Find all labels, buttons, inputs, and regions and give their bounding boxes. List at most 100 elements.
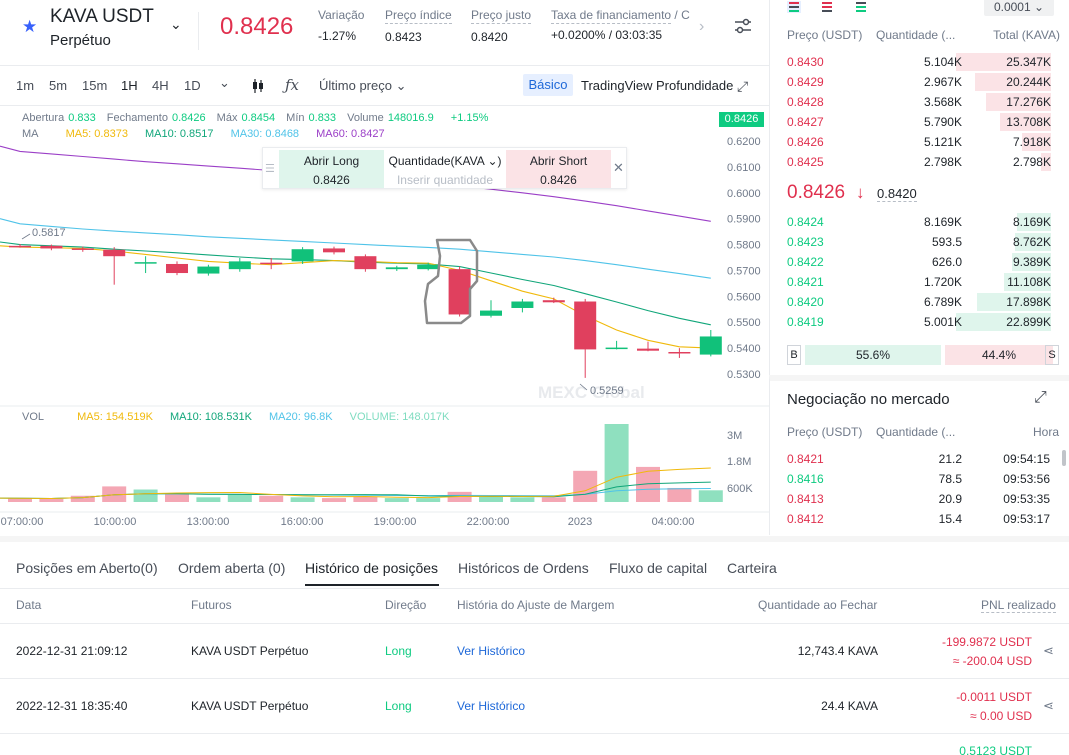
timeframe-1m[interactable]: 1m [16, 78, 35, 93]
col-header-date: Data [16, 598, 42, 612]
col-header-pnl[interactable]: PNL realizado [981, 598, 1056, 613]
candle-body[interactable] [9, 245, 31, 248]
tab-open-positions[interactable]: Posições em Aberto(0) [16, 560, 158, 576]
precision-select[interactable]: 0.0001 ⌄ [984, 0, 1054, 16]
candle-body[interactable] [385, 267, 408, 270]
drag-handle-icon[interactable]: ☰ [265, 163, 275, 175]
candle-body[interactable] [480, 310, 502, 316]
buy-ratio-fill: 55.6% [805, 345, 941, 365]
book-both-icon[interactable] [787, 1, 801, 13]
trade-row: 0.8413 20.9 09:53:35 [770, 489, 1060, 509]
trade-time: 09:53:17 [1003, 512, 1050, 526]
tab-capital-flow[interactable]: Fluxo de capital [609, 560, 708, 576]
ask-row[interactable]: 0.8427 5.790K 13.708K [770, 112, 1060, 132]
share-icon[interactable]: ⋖ [1043, 643, 1054, 658]
view-basic-button[interactable]: Básico [523, 74, 573, 96]
indicators-fx-icon[interactable]: ƒx [285, 76, 300, 94]
timeframe-4h[interactable]: 4H [152, 78, 169, 93]
order-book: 0.0001 ⌄ Preço (USDT) Quantidade (... To… [769, 0, 1069, 375]
open-short-button[interactable]: Abrir Short 0.8426 [506, 150, 611, 188]
candle-body[interactable] [166, 263, 188, 274]
quantity-input[interactable]: Quantidade(KAVA ⌄) Inserir quantidade [386, 150, 504, 188]
price-chart[interactable]: 0.6200 0.6100 0.6000 0.5900 0.5800 0.5700 0.56… [0, 106, 769, 536]
candle-body[interactable] [260, 262, 283, 265]
stat-label[interactable]: Preço justo [471, 8, 532, 24]
view-tradingview-button[interactable]: TradingView [581, 78, 653, 93]
candle-body[interactable] [417, 264, 440, 270]
candle-body[interactable] [511, 301, 534, 308]
ask-row[interactable]: 0.8429 2.967K 20.244K [770, 72, 1060, 92]
stat-label[interactable]: Preço índice [385, 8, 452, 24]
bid-row[interactable]: 0.8421 1.720K 11.108K [770, 272, 1060, 292]
tab-position-history[interactable]: Histórico de posições [305, 560, 439, 576]
candle-body[interactable] [448, 269, 471, 315]
trade-time: 09:53:35 [1003, 492, 1050, 506]
book-bids-icon[interactable] [854, 1, 868, 13]
candle-body[interactable] [605, 347, 628, 350]
bid-row[interactable]: 0.8420 6.789K 17.898K [770, 292, 1060, 312]
star-icon[interactable]: ★ [22, 17, 38, 36]
share-icon[interactable]: ⋖ [1043, 698, 1054, 713]
timeframe-5m[interactable]: 5m [49, 78, 68, 93]
ask-depth-bar [956, 53, 1051, 71]
bid-total: 17.898K [1006, 295, 1051, 309]
timeframe-1d[interactable]: 1D [184, 78, 201, 93]
candle-body[interactable] [354, 256, 377, 270]
bid-depth-bar [1016, 213, 1051, 231]
ohlc-value: 148016.9 [387, 112, 434, 124]
ask-row[interactable]: 0.8426 5.121K 7.918K [770, 132, 1060, 152]
candle-body[interactable] [323, 248, 345, 253]
candlestick-type-icon[interactable] [251, 78, 265, 94]
trades-header-qty: Quantidade (... [876, 425, 956, 439]
contract-type: Perpétuo [50, 32, 111, 49]
chevron-right-icon[interactable]: › [699, 18, 705, 35]
tab-open-orders[interactable]: Ordem aberta (0) [178, 560, 286, 576]
bid-row[interactable]: 0.8419 5.001K 22.899K [770, 312, 1060, 332]
bid-row[interactable]: 0.8423 593.5 8.762K [770, 232, 1060, 252]
fullscreen-expand-icon[interactable]: ⤢ [737, 78, 749, 94]
timeframe-15m[interactable]: 15m [82, 78, 108, 93]
close-icon[interactable]: ✕ [613, 160, 624, 175]
book-asks-icon[interactable] [820, 1, 834, 13]
candle-body[interactable] [574, 301, 597, 350]
external-link-icon[interactable]: ⤢ [1034, 389, 1047, 406]
trades-header-time: Hora [1032, 425, 1059, 439]
quantity-unit-select[interactable]: Quantidade(KAVA ⌄) [388, 154, 502, 168]
timeframe-more-chevron-icon[interactable]: ⌄ [219, 75, 230, 90]
candle-body[interactable] [71, 248, 94, 250]
candle-body[interactable] [542, 300, 565, 303]
price-type-select[interactable]: Último preço ⌄ [319, 78, 407, 93]
candle-body[interactable] [291, 249, 314, 262]
candle-body[interactable] [134, 262, 157, 264]
candle-body[interactable] [228, 261, 251, 270]
candle-body[interactable] [40, 245, 63, 249]
view-history-link[interactable]: Ver Histórico [457, 699, 526, 713]
bid-row[interactable]: 0.8424 8.169K 8.169K [770, 212, 1060, 232]
candle-body[interactable] [699, 336, 722, 355]
x-tick-label: 19:00:00 [374, 516, 417, 528]
tab-wallet[interactable]: Carteira [727, 560, 777, 576]
ob-header-qty: Quantidade (... [876, 28, 956, 42]
view-history-link[interactable]: Ver Histórico [457, 644, 526, 658]
ask-row[interactable]: 0.8430 5.104K 25.347K [770, 52, 1060, 72]
ask-row[interactable]: 0.8428 3.568K 17.276K [770, 92, 1060, 112]
chart-canvas[interactable]: 0.6200 0.6100 0.6000 0.5900 0.5800 0.5700 0.56… [0, 106, 769, 536]
scrollbar-thumb[interactable] [1062, 450, 1066, 466]
x-tick-label: 13:00:00 [187, 516, 230, 528]
candle-body[interactable] [668, 351, 691, 354]
stat-label[interactable]: Taxa de financiamento [551, 8, 672, 24]
chevron-down-icon[interactable]: ⌄ [170, 16, 182, 32]
ask-row[interactable]: 0.8425 2.798K 2.798K [770, 152, 1060, 172]
ma-title: MA [22, 128, 39, 140]
candle-body[interactable] [103, 249, 126, 257]
settings-sliders-icon[interactable] [733, 16, 753, 36]
timeframe-1h[interactable]: 1H [121, 78, 138, 93]
view-depth-button[interactable]: Profundidade [656, 78, 734, 93]
pair-title[interactable]: KAVA USDT [50, 6, 154, 27]
tab-order-history[interactable]: Históricos de Ordens [458, 560, 589, 576]
candle-body[interactable] [637, 348, 659, 351]
open-long-button[interactable]: Abrir Long 0.8426 [279, 150, 384, 188]
bid-row[interactable]: 0.8422 626.0 9.389K [770, 252, 1060, 272]
candle-body[interactable] [197, 266, 220, 274]
sell-percent: 44.4% [981, 348, 1017, 362]
